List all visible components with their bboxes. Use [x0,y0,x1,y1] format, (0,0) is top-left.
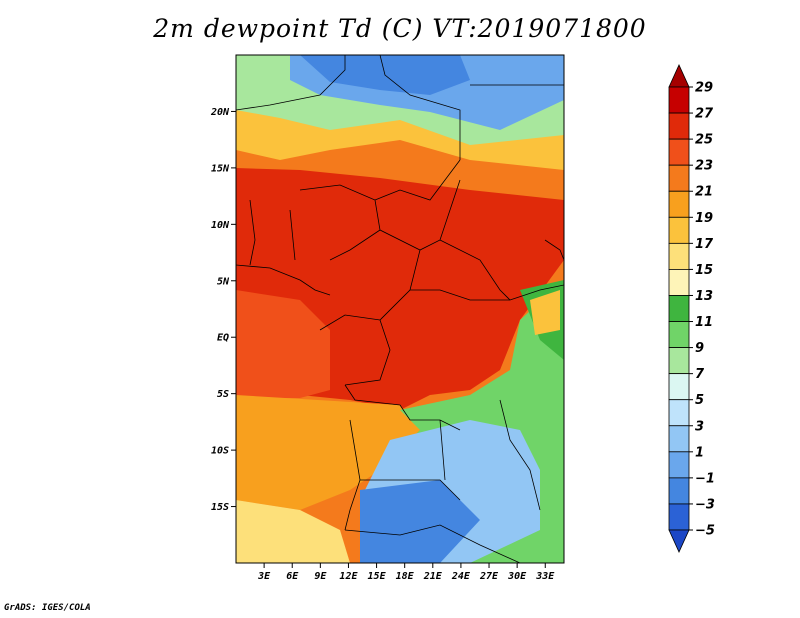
colorbar-label: 23 [695,159,713,174]
colorbar-swatch [668,86,690,114]
colorbar-label: 3 [695,419,704,434]
plot-frame [235,54,565,564]
x-tick-label: 3E [257,571,271,582]
colorbar-label: −3 [695,497,715,512]
y-tick-label: 10S [211,446,229,457]
colorbar-swatch [668,242,690,270]
y-axis: 20N 15N 10N 5N EQ 5S 10S 15S [210,107,236,513]
border-line [410,284,564,301]
x-tick-label: 9E [314,571,327,582]
colorbar-label: 27 [695,107,714,122]
colorbar-label: 9 [695,341,704,356]
colorbar-swatch [668,190,690,218]
x-tick-label: 6E [286,571,299,582]
colorbar-label: 25 [695,133,713,148]
colorbar-label: 11 [695,315,713,330]
colorbar-swatch [668,451,690,479]
colorbar-swatch [668,399,690,427]
x-tick-label: 24E [451,571,471,582]
colorbar-swatch [668,321,690,348]
colorbar-swatch [668,295,690,322]
border-line [289,209,296,261]
colorbar-bottom-arrow [668,529,690,553]
colorbar-swatch [668,503,690,531]
field-band-east-lakes [530,290,560,335]
colorbar-swatch [668,269,690,296]
border-line [544,239,564,261]
border-line [344,384,461,431]
x-tick-label: 15E [368,571,387,582]
colorbar-label: −5 [695,524,715,539]
field-band-south-warm [236,395,420,510]
colorbar-swatch [668,216,690,244]
border-line [374,159,461,201]
colorbar-label: 21 [695,185,713,200]
border-line [439,239,511,301]
field-layer [236,55,564,563]
y-tick-label: 5S [217,389,229,400]
x-tick-label: 21E [423,571,443,582]
field-band-southeast-very-dry [360,480,480,563]
colorbar-swatch [668,164,690,192]
x-tick-label: 30E [507,571,527,582]
colorbar-label: 1 [695,445,704,460]
x-tick-label: 18E [396,571,415,582]
chart-title: 2m dewpoint Td (C) VT:2019071800 [153,14,647,43]
x-tick-label: 27E [479,571,499,582]
credit-label: GrADS: IGES/COLA [4,603,91,613]
x-axis: 3E 6E 9E 12E 15E 18E 21E 24E 27E 30E 33E [257,563,555,582]
border-line [236,55,346,111]
border-line [236,264,331,296]
colorbar-swatch [668,373,690,401]
colorbar-swatch [668,138,690,166]
x-tick-label: 33E [535,571,555,582]
border-line [299,184,381,261]
y-tick-label: 10N [211,220,230,231]
colorbar-label: 29 [695,81,713,96]
colorbar-top-arrow [668,64,690,88]
colorbar: 29 27 25 23 21 19 17 15 13 11 9 7 5 3 1 −1 −3 −5 [668,64,715,553]
colorbar-label: 17 [695,237,714,252]
country-borders [236,55,564,563]
field-band-gulf [236,290,330,398]
border-line [344,419,361,531]
colorbar-label: 19 [695,211,713,226]
border-line [439,419,446,481]
border-line [360,479,461,501]
x-tick-label: 12E [339,571,358,582]
colorbar-swatch [668,477,690,505]
border-line [379,55,461,160]
field-band-south-coast [236,500,350,563]
colorbar-label: 7 [695,367,705,382]
border-line [344,524,521,563]
colorbar-label: 13 [695,289,713,304]
colorbar-label: 5 [695,393,704,408]
colorbar-swatch [668,112,690,140]
colorbar-label: −1 [695,471,715,486]
colorbar-swatch [668,425,690,453]
y-tick-label: 15N [211,163,230,174]
border-line [249,199,256,266]
y-tick-label: EQ [217,333,229,344]
y-tick-label: 5N [217,276,230,287]
border-line [499,399,541,511]
border-line [344,319,391,386]
y-tick-label: 15S [211,502,229,513]
colorbar-swatch [668,347,690,375]
y-tick-label: 20N [210,107,230,118]
colorbar-label: 15 [695,263,713,278]
border-line [379,179,461,251]
